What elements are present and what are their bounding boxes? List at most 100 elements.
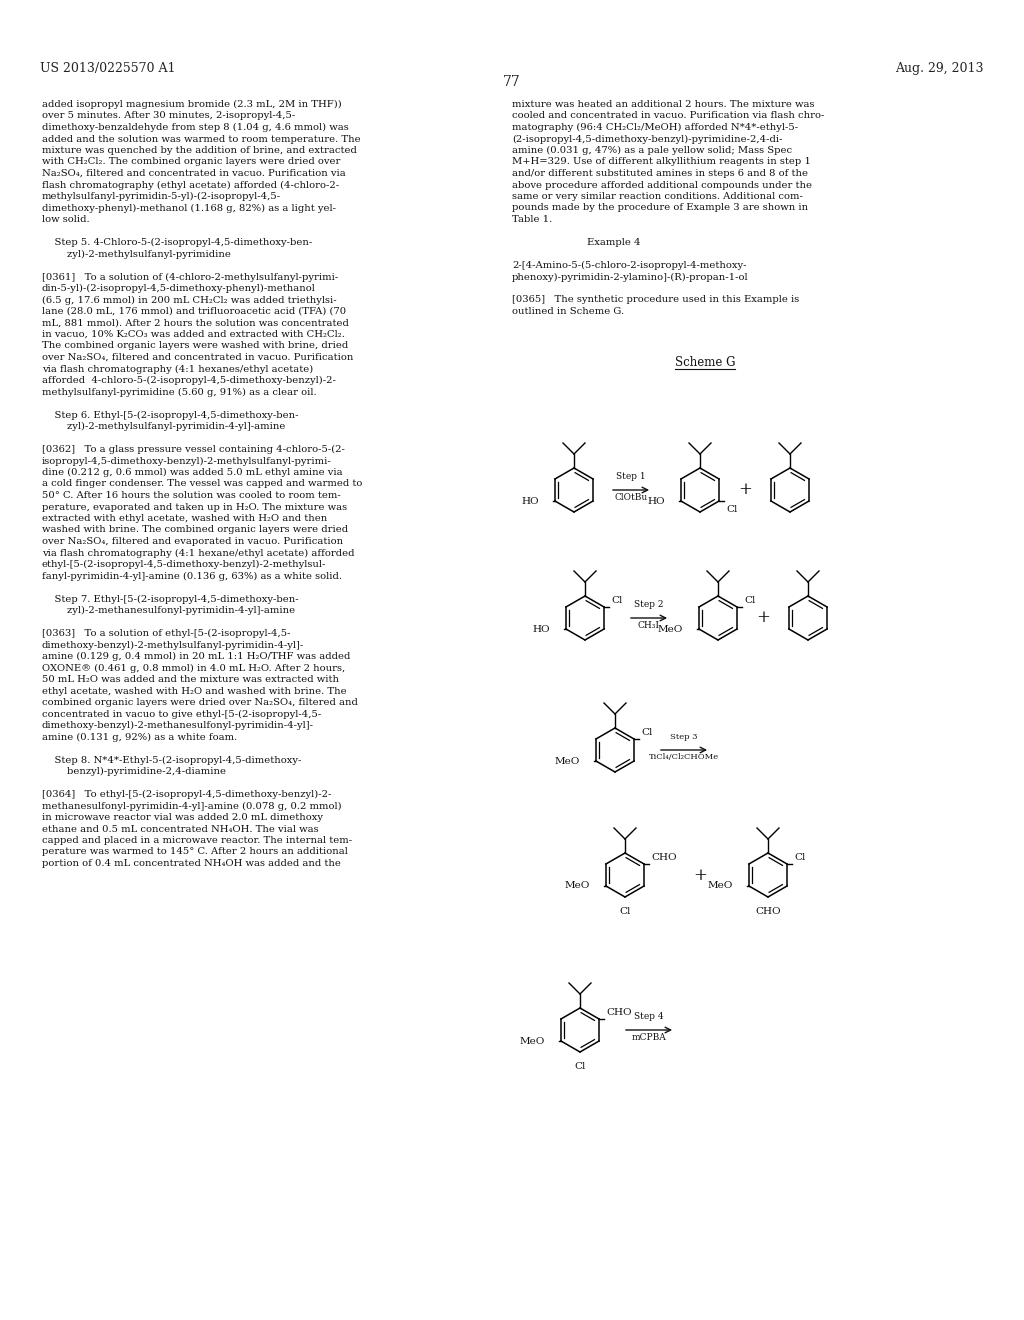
- Text: HO: HO: [647, 496, 665, 506]
- Text: HO: HO: [532, 624, 550, 634]
- Text: zyl)-2-methylsulfanyl-pyrimidine: zyl)-2-methylsulfanyl-pyrimidine: [42, 249, 230, 259]
- Text: added isopropyl magnesium bromide (2.3 mL, 2M in THF)): added isopropyl magnesium bromide (2.3 m…: [42, 100, 342, 110]
- Text: Step 5. 4-Chloro-5-(2-isopropyl-4,5-dimethoxy-ben-: Step 5. 4-Chloro-5-(2-isopropyl-4,5-dime…: [42, 238, 312, 247]
- Text: and/or different substituted amines in steps 6 and 8 of the: and/or different substituted amines in s…: [512, 169, 808, 178]
- Text: MeO: MeO: [657, 624, 683, 634]
- Text: zyl)-2-methylsulfanyl-pyrimidin-4-yl]-amine: zyl)-2-methylsulfanyl-pyrimidin-4-yl]-am…: [42, 422, 286, 432]
- Text: extracted with ethyl acetate, washed with H₂O and then: extracted with ethyl acetate, washed wit…: [42, 513, 328, 523]
- Text: (2-isopropyl-4,5-dimethoxy-benzyl)-pyrimidine-2,4-di-: (2-isopropyl-4,5-dimethoxy-benzyl)-pyrim…: [512, 135, 782, 144]
- Text: CHO: CHO: [606, 1008, 632, 1016]
- Text: Step 1: Step 1: [616, 473, 646, 480]
- Text: dimethoxy-phenyl)-methanol (1.168 g, 82%) as a light yel-: dimethoxy-phenyl)-methanol (1.168 g, 82%…: [42, 203, 336, 213]
- Text: ethyl-[5-(2-isopropyl-4,5-dimethoxy-benzyl)-2-methylsul-: ethyl-[5-(2-isopropyl-4,5-dimethoxy-benz…: [42, 560, 327, 569]
- Text: [0362]   To a glass pressure vessel containing 4-chloro-5-(2-: [0362] To a glass pressure vessel contai…: [42, 445, 345, 454]
- Text: Step 3: Step 3: [671, 733, 697, 741]
- Text: methylsulfanyl-pyrimidin-5-yl)-(2-isopropyl-4,5-: methylsulfanyl-pyrimidin-5-yl)-(2-isopro…: [42, 191, 282, 201]
- Text: washed with brine. The combined organic layers were dried: washed with brine. The combined organic …: [42, 525, 348, 535]
- Text: above procedure afforded additional compounds under the: above procedure afforded additional comp…: [512, 181, 812, 190]
- Text: US 2013/0225570 A1: US 2013/0225570 A1: [40, 62, 175, 75]
- Text: Step 2: Step 2: [634, 601, 664, 609]
- Text: +: +: [756, 610, 770, 627]
- Text: MeO: MeO: [708, 882, 733, 891]
- Text: with CH₂Cl₂. The combined organic layers were dried over: with CH₂Cl₂. The combined organic layers…: [42, 157, 340, 166]
- Text: Cl: Cl: [641, 729, 652, 737]
- Text: MeO: MeO: [519, 1036, 545, 1045]
- Text: [0364]   To ethyl-[5-(2-isopropyl-4,5-dimethoxy-benzyl)-2-: [0364] To ethyl-[5-(2-isopropyl-4,5-dime…: [42, 789, 332, 799]
- Text: mixture was heated an additional 2 hours. The mixture was: mixture was heated an additional 2 hours…: [512, 100, 814, 110]
- Text: phenoxy)-pyrimidin-2-ylamino]-(R)-propan-1-ol: phenoxy)-pyrimidin-2-ylamino]-(R)-propan…: [512, 272, 749, 281]
- Text: cooled and concentrated in vacuo. Purification via flash chro-: cooled and concentrated in vacuo. Purifi…: [512, 111, 824, 120]
- Text: CHO: CHO: [755, 907, 781, 916]
- Text: Scheme G: Scheme G: [675, 356, 735, 370]
- Text: [0365]   The synthetic procedure used in this Example is: [0365] The synthetic procedure used in t…: [512, 296, 800, 305]
- Text: amine (0.031 g, 47%) as a pale yellow solid; Mass Spec: amine (0.031 g, 47%) as a pale yellow so…: [512, 147, 793, 156]
- Text: amine (0.129 g, 0.4 mmol) in 20 mL 1:1 H₂O/THF was added: amine (0.129 g, 0.4 mmol) in 20 mL 1:1 H…: [42, 652, 350, 661]
- Text: (6.5 g, 17.6 mmol) in 200 mL CH₂Cl₂ was added triethylsi-: (6.5 g, 17.6 mmol) in 200 mL CH₂Cl₂ was …: [42, 296, 337, 305]
- Text: Cl: Cl: [794, 853, 806, 862]
- Text: Step 6. Ethyl-[5-(2-isopropyl-4,5-dimethoxy-ben-: Step 6. Ethyl-[5-(2-isopropyl-4,5-dimeth…: [42, 411, 299, 420]
- Text: over Na₂SO₄, filtered and evaporated in vacuo. Purification: over Na₂SO₄, filtered and evaporated in …: [42, 537, 343, 546]
- Text: Cl: Cl: [744, 597, 756, 605]
- Text: methylsulfanyl-pyrimidine (5.60 g, 91%) as a clear oil.: methylsulfanyl-pyrimidine (5.60 g, 91%) …: [42, 388, 316, 396]
- Text: Step 7. Ethyl-[5-(2-isopropyl-4,5-dimethoxy-ben-: Step 7. Ethyl-[5-(2-isopropyl-4,5-dimeth…: [42, 594, 299, 603]
- Text: Example 4: Example 4: [512, 238, 640, 247]
- Text: capped and placed in a microwave reactor. The internal tem-: capped and placed in a microwave reactor…: [42, 836, 352, 845]
- Text: 50° C. After 16 hours the solution was cooled to room tem-: 50° C. After 16 hours the solution was c…: [42, 491, 341, 500]
- Text: din-5-yl)-(2-isopropyl-4,5-dimethoxy-phenyl)-methanol: din-5-yl)-(2-isopropyl-4,5-dimethoxy-phe…: [42, 284, 315, 293]
- Text: dine (0.212 g, 0.6 mmol) was added 5.0 mL ethyl amine via: dine (0.212 g, 0.6 mmol) was added 5.0 m…: [42, 469, 343, 477]
- Text: Na₂SO₄, filtered and concentrated in vacuo. Purification via: Na₂SO₄, filtered and concentrated in vac…: [42, 169, 346, 178]
- Text: Step 4: Step 4: [634, 1012, 664, 1020]
- Text: combined organic layers were dried over Na₂SO₄, filtered and: combined organic layers were dried over …: [42, 698, 357, 708]
- Text: 77: 77: [503, 75, 521, 88]
- Text: Aug. 29, 2013: Aug. 29, 2013: [896, 62, 984, 75]
- Text: lane (28.0 mL, 176 mmol) and trifluoroacetic acid (TFA) (70: lane (28.0 mL, 176 mmol) and trifluoroac…: [42, 308, 346, 315]
- Text: via flash chromatography (4:1 hexanes/ethyl acetate): via flash chromatography (4:1 hexanes/et…: [42, 364, 313, 374]
- Text: HO: HO: [521, 496, 539, 506]
- Text: matography (96:4 CH₂Cl₂/MeOH) afforded N*4*-ethyl-5-: matography (96:4 CH₂Cl₂/MeOH) afforded N…: [512, 123, 798, 132]
- Text: methanesulfonyl-pyrimidin-4-yl]-amine (0.078 g, 0.2 mmol): methanesulfonyl-pyrimidin-4-yl]-amine (0…: [42, 801, 342, 810]
- Text: dimethoxy-benzyl)-2-methylsulfanyl-pyrimidin-4-yl]-: dimethoxy-benzyl)-2-methylsulfanyl-pyrim…: [42, 640, 304, 649]
- Text: The combined organic layers were washed with brine, dried: The combined organic layers were washed …: [42, 342, 348, 351]
- Text: a cold finger condenser. The vessel was capped and warmed to: a cold finger condenser. The vessel was …: [42, 479, 362, 488]
- Text: [0361]   To a solution of (4-chloro-2-methylsulfanyl-pyrimi-: [0361] To a solution of (4-chloro-2-meth…: [42, 272, 338, 281]
- Text: zyl)-2-methanesulfonyl-pyrimidin-4-yl]-amine: zyl)-2-methanesulfonyl-pyrimidin-4-yl]-a…: [42, 606, 295, 615]
- Text: 2-[4-Amino-5-(5-chloro-2-isopropyl-4-methoxy-: 2-[4-Amino-5-(5-chloro-2-isopropyl-4-met…: [512, 261, 746, 271]
- Text: Cl: Cl: [611, 597, 623, 605]
- Text: M+H=329. Use of different alkyllithium reagents in step 1: M+H=329. Use of different alkyllithium r…: [512, 157, 811, 166]
- Text: MeO: MeO: [564, 882, 590, 891]
- Text: dimethoxy-benzyl)-2-methanesulfonyl-pyrimidin-4-yl]-: dimethoxy-benzyl)-2-methanesulfonyl-pyri…: [42, 721, 314, 730]
- Text: ethane and 0.5 mL concentrated NH₄OH. The vial was: ethane and 0.5 mL concentrated NH₄OH. Th…: [42, 825, 318, 833]
- Text: flash chromatography (ethyl acetate) afforded (4-chloro-2-: flash chromatography (ethyl acetate) aff…: [42, 181, 339, 190]
- Text: added and the solution was warmed to room temperature. The: added and the solution was warmed to roo…: [42, 135, 360, 144]
- Text: mixture was quenched by the addition of brine, and extracted: mixture was quenched by the addition of …: [42, 147, 357, 154]
- Text: in microwave reactor vial was added 2.0 mL dimethoxy: in microwave reactor vial was added 2.0 …: [42, 813, 323, 822]
- Text: [0363]   To a solution of ethyl-[5-(2-isopropyl-4,5-: [0363] To a solution of ethyl-[5-(2-isop…: [42, 630, 291, 638]
- Text: Cl: Cl: [726, 506, 737, 513]
- Text: ClOtBu: ClOtBu: [614, 492, 647, 502]
- Text: OXONE® (0.461 g, 0.8 mmol) in 4.0 mL H₂O. After 2 hours,: OXONE® (0.461 g, 0.8 mmol) in 4.0 mL H₂O…: [42, 664, 345, 673]
- Text: mCPBA: mCPBA: [632, 1034, 667, 1041]
- Text: Step 8. N*4*-Ethyl-5-(2-isopropyl-4,5-dimethoxy-: Step 8. N*4*-Ethyl-5-(2-isopropyl-4,5-di…: [42, 755, 301, 764]
- Text: 50 mL H₂O was added and the mixture was extracted with: 50 mL H₂O was added and the mixture was …: [42, 675, 339, 684]
- Text: +: +: [738, 482, 752, 499]
- Text: CHO: CHO: [651, 853, 677, 862]
- Text: mL, 881 mmol). After 2 hours the solution was concentrated: mL, 881 mmol). After 2 hours the solutio…: [42, 318, 349, 327]
- Text: TiCl₄/Cl₂CHOMe: TiCl₄/Cl₂CHOMe: [649, 752, 719, 762]
- Text: via flash chromatography (4:1 hexane/ethyl acetate) afforded: via flash chromatography (4:1 hexane/eth…: [42, 549, 354, 557]
- Text: afforded  4-chloro-5-(2-isopropyl-4,5-dimethoxy-benzyl)-2-: afforded 4-chloro-5-(2-isopropyl-4,5-dim…: [42, 376, 336, 385]
- Text: portion of 0.4 mL concentrated NH₄OH was added and the: portion of 0.4 mL concentrated NH₄OH was…: [42, 859, 341, 869]
- Text: outlined in Scheme G.: outlined in Scheme G.: [512, 308, 624, 315]
- Text: +: +: [693, 866, 707, 883]
- Text: same or very similar reaction conditions. Additional com-: same or very similar reaction conditions…: [512, 191, 803, 201]
- Text: in vacuo, 10% K₂CO₃ was added and extracted with CH₂Cl₂.: in vacuo, 10% K₂CO₃ was added and extrac…: [42, 330, 345, 339]
- Text: Cl: Cl: [620, 907, 631, 916]
- Text: low solid.: low solid.: [42, 215, 90, 224]
- Text: concentrated in vacuo to give ethyl-[5-(2-isopropyl-4,5-: concentrated in vacuo to give ethyl-[5-(…: [42, 710, 322, 718]
- Text: over 5 minutes. After 30 minutes, 2-isopropyl-4,5-: over 5 minutes. After 30 minutes, 2-isop…: [42, 111, 295, 120]
- Text: perature, evaporated and taken up in H₂O. The mixture was: perature, evaporated and taken up in H₂O…: [42, 503, 347, 511]
- Text: ethyl acetate, washed with H₂O and washed with brine. The: ethyl acetate, washed with H₂O and washe…: [42, 686, 347, 696]
- Text: benzyl)-pyrimidine-2,4-diamine: benzyl)-pyrimidine-2,4-diamine: [42, 767, 226, 776]
- Text: perature was warmed to 145° C. After 2 hours an additional: perature was warmed to 145° C. After 2 h…: [42, 847, 348, 857]
- Text: over Na₂SO₄, filtered and concentrated in vacuo. Purification: over Na₂SO₄, filtered and concentrated i…: [42, 352, 353, 362]
- Text: Cl: Cl: [574, 1063, 586, 1071]
